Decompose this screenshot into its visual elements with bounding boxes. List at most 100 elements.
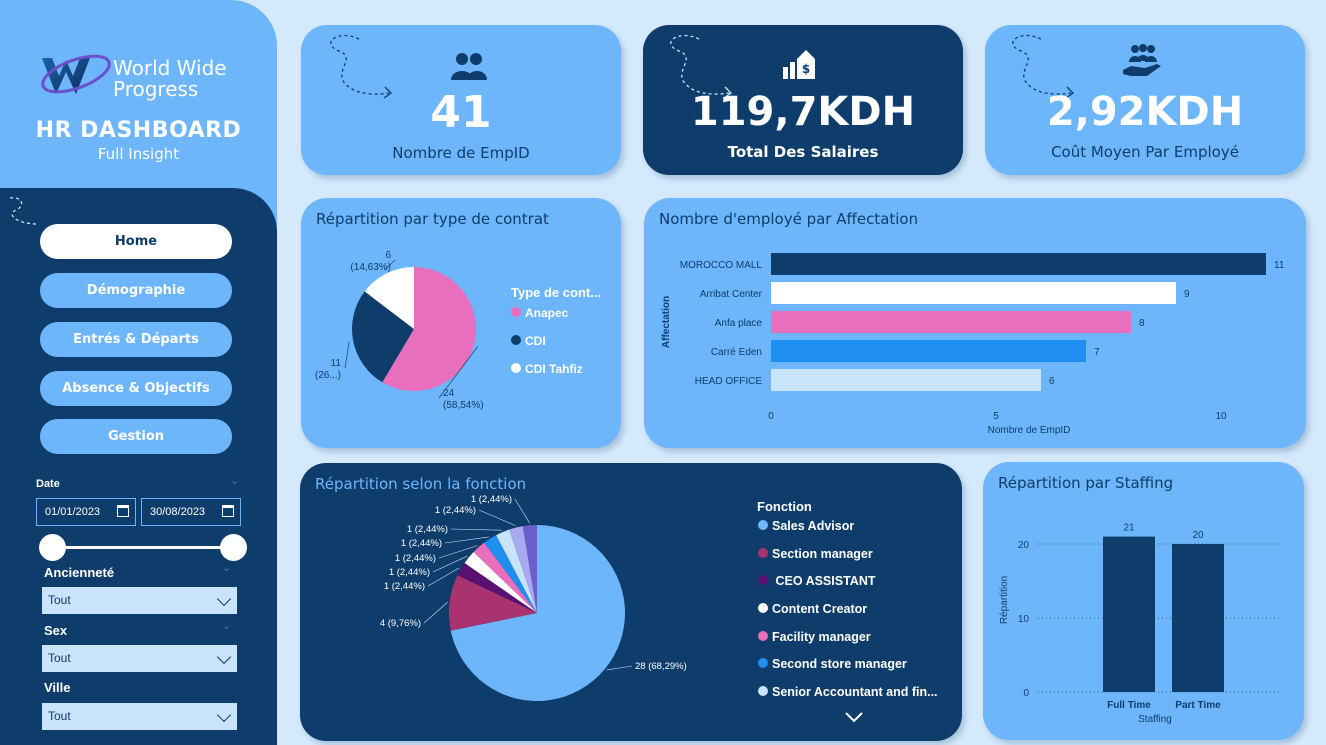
fonction-slice[interactable]	[509, 526, 537, 613]
hand-people-icon	[1123, 44, 1161, 76]
fonction-slice[interactable]	[522, 525, 537, 613]
legend-dot-icon	[758, 603, 768, 614]
affectation-bar-value: 9	[1184, 289, 1190, 300]
calendar-icon[interactable]	[222, 505, 234, 517]
fonction-legend-label: Senior Accountant and fin...	[772, 685, 938, 700]
contract-legend: Anapec CDI CDI Tahfiz	[511, 306, 583, 390]
affectation-bar[interactable]	[771, 253, 1266, 275]
contract-slice-cdi-tahfiz[interactable]	[364, 267, 414, 329]
kpi-average-cost-value: 2,92KDH	[1046, 89, 1244, 135]
fonction-chart-title: Répartition selon la fonction	[315, 475, 527, 493]
fonction-legend-label: Content Creator	[772, 602, 868, 617]
chevron-down-icon[interactable]	[216, 649, 232, 665]
sidebar: World Wide Progress HR DASHBOARD Full In…	[0, 0, 277, 745]
date-collapse-icon[interactable]: ⌄	[230, 474, 240, 487]
fonction-slice-label: 28 (68,29%)	[635, 661, 687, 672]
fonction-legend-item[interactable]: Second store manager	[758, 657, 938, 685]
affectation-bar[interactable]	[771, 340, 1086, 362]
affectation-category-label: MOROCCO MALL	[680, 260, 763, 271]
staffing-bar[interactable]	[1172, 544, 1224, 692]
fonction-leader-line	[423, 601, 448, 624]
contract-pie-chart: 24(58,54%) 11(26...) 6(14,63%)	[315, 250, 484, 411]
nav-demographie-button[interactable]: Démographie	[40, 273, 232, 308]
dashboard-title: HR DASHBOARD	[35, 118, 242, 143]
dashed-arrow-icon	[670, 34, 733, 99]
logo-line1: World Wide	[113, 56, 227, 80]
logo-mark-icon	[41, 54, 111, 94]
chevron-down-icon[interactable]	[216, 591, 232, 607]
contract-type-card: Répartition par type de contrat 24 (58,54…	[301, 198, 621, 448]
kpi-card-salaries: $ 119,7KDH Total Des Salaires	[643, 25, 963, 175]
fonction-slice[interactable]	[484, 535, 537, 613]
fonction-leader-line	[478, 509, 516, 526]
kpi-card-average-cost: 2,92KDH Coût Moyen Par Employé	[985, 25, 1305, 175]
affectation-category-label: Arribat Center	[700, 289, 763, 300]
fonction-legend-item[interactable]: Section manager	[758, 547, 938, 575]
fonction-slice[interactable]	[496, 529, 537, 613]
calendar-icon[interactable]	[117, 505, 129, 517]
nav-home-button[interactable]: Home	[40, 224, 232, 259]
fonction-slice[interactable]	[449, 575, 537, 631]
date-slider-start-handle[interactable]	[39, 534, 66, 561]
date-slider-end-handle[interactable]	[220, 534, 247, 561]
fonction-slice[interactable]	[464, 552, 537, 613]
legend-dot-icon	[511, 335, 521, 345]
staffing-x-axis-label: Staffing	[1138, 714, 1172, 725]
affectation-chart-title: Nombre d'employé par Affectation	[659, 210, 919, 228]
staffing-bar-value: 20	[1192, 530, 1204, 541]
affectation-bar[interactable]	[771, 282, 1176, 304]
affectation-bar[interactable]	[771, 311, 1131, 333]
fonction-slice[interactable]	[457, 563, 537, 613]
nav-gestion-button[interactable]: Gestion	[40, 419, 232, 454]
contract-leader-line	[384, 259, 396, 271]
legend-scroll-down-icon[interactable]	[844, 711, 864, 723]
fonction-legend-item[interactable]: CEO ASSISTANT	[758, 574, 938, 602]
legend-item-cdi-tahfiz[interactable]: CDI Tahfiz	[511, 362, 583, 390]
dashboard-subtitle: Full Insight	[97, 145, 180, 163]
sex-collapse-icon[interactable]: ⌄	[222, 619, 232, 632]
nav-entres-departs-button[interactable]: Entrés & Départs	[40, 322, 232, 357]
staffing-bar[interactable]	[1103, 536, 1155, 692]
sex-dropdown[interactable]: Tout	[42, 645, 237, 672]
fonction-legend-item[interactable]: Content Creator	[758, 602, 938, 630]
kpi-employees-value: 41	[430, 87, 492, 138]
legend-dot-icon	[758, 575, 768, 586]
fonction-legend-item[interactable]: Sales Advisor	[758, 519, 938, 547]
fonction-legend-item[interactable]: Senior Accountant and fin...	[758, 685, 938, 713]
date-from-input[interactable]: 01/01/2023	[36, 498, 136, 526]
chevron-down-icon[interactable]	[216, 707, 232, 723]
logo-line2: Progress	[113, 77, 199, 101]
date-to-input[interactable]: 30/08/2023	[141, 498, 241, 526]
people-icon	[451, 53, 487, 80]
nav-absence-objectifs-button[interactable]: Absence & Objectifs	[40, 371, 232, 406]
fonction-slice[interactable]	[450, 525, 625, 701]
legend-dot-icon	[511, 363, 521, 373]
staffing-chart-title: Répartition par Staffing	[998, 474, 1174, 492]
staffing-y-tick: 10	[1018, 614, 1030, 625]
fonction-slice-label: 1 (2,44%)	[435, 505, 476, 516]
date-slider-track[interactable]	[52, 546, 234, 549]
affectation-bar-value: 7	[1094, 347, 1100, 358]
kpi-employees-label: Nombre de EmpID	[392, 144, 530, 162]
contract-slice-cdi[interactable]	[352, 291, 414, 383]
affectation-x-tick: 0	[768, 411, 774, 422]
affectation-bar-chart: MOROCCO MALL 11 Arribat Center 9 Anfa place 8…	[661, 253, 1285, 436]
ville-dropdown[interactable]: Tout	[42, 703, 237, 730]
salary-house-icon: $	[783, 50, 815, 79]
staffing-category-label: Part Time	[1175, 700, 1221, 711]
anciennete-collapse-icon[interactable]: ⌄	[222, 561, 232, 574]
fonction-slice[interactable]	[473, 542, 537, 613]
fonction-pie-chart: 28 (68,29%)4 (9,76%)1 (2,44%)1 (2,44%)1 …	[380, 494, 687, 701]
fonction-slice-label: 1 (2,44%)	[395, 553, 436, 564]
anciennete-value: Tout	[48, 593, 71, 607]
fonction-leader-line	[438, 545, 478, 559]
legend-dot-icon	[511, 307, 521, 317]
legend-item-anapec[interactable]: Anapec	[511, 306, 583, 334]
kpi-card-employees: 41 Nombre de EmpID	[301, 25, 621, 175]
legend-dot-icon	[758, 658, 768, 669]
anciennete-dropdown[interactable]: Tout	[42, 587, 237, 614]
contract-slice-anapec[interactable]	[382, 267, 476, 391]
legend-item-cdi[interactable]: CDI	[511, 334, 583, 362]
affectation-bar[interactable]	[771, 369, 1041, 391]
fonction-legend-item[interactable]: Facility manager	[758, 630, 938, 658]
